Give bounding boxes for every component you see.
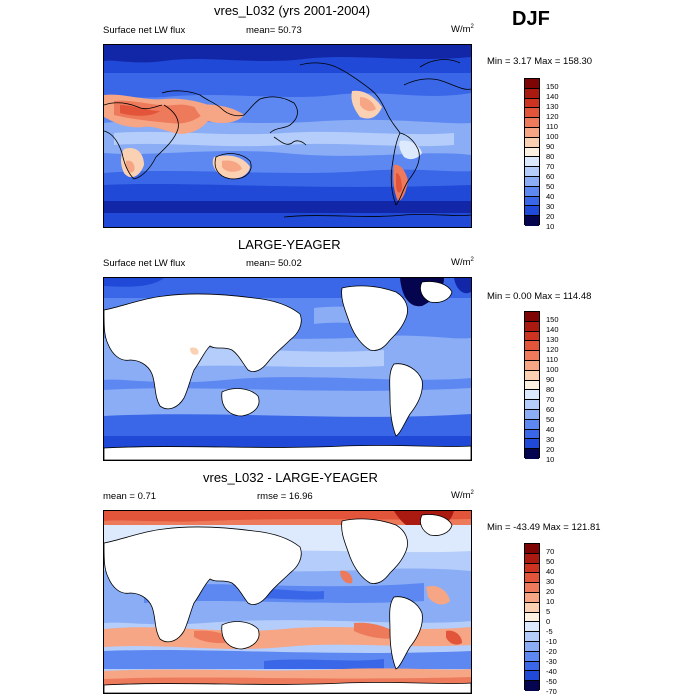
panel-1-field-label: Surface net LW flux <box>103 25 186 36</box>
panel-2-colorbar-label-last: 10 <box>546 455 555 464</box>
panel-1-mean: mean= 50.73 <box>246 25 302 36</box>
panel-3-mean: mean = 0.71 <box>103 491 157 502</box>
panel-2-field-label: Surface net LW flux <box>103 258 186 269</box>
panel-2-field <box>104 278 471 460</box>
panel-3-rmse: rmse = 16.96 <box>257 491 313 502</box>
panel-3-colorbar-labels: 70 50 40 30 20 10 5 0 -5 -10 -20 -30 -40 -50 <box>546 547 557 686</box>
panel-3-colorbar <box>524 543 540 691</box>
panel-1-units: W/m2 <box>451 24 474 36</box>
panel-3-title: vres_L032 - LARGE-YEAGER <box>203 470 378 485</box>
panel-3-map <box>103 510 472 694</box>
panel-2-title: LARGE-YEAGER <box>238 237 341 252</box>
panel-1-colorbar-label-last: 10 <box>546 222 555 231</box>
panel-2-map <box>103 277 472 461</box>
panel-1-field <box>104 45 471 227</box>
panel-3-minmax: Min = -43.49 Max = 121.81 <box>487 522 601 533</box>
panel-3-colorbar-label-last: -70 <box>546 687 557 696</box>
panel-2-colorbar-labels: 150 140 130 120 110 100 90 80 70 60 50 40 30 20 <box>546 315 559 454</box>
panel-1-colorbar-labels: 150 140 130 120 110 100 90 80 70 60 50 40 30 20 <box>546 82 559 221</box>
season-label: DJF <box>512 8 550 30</box>
panel-1-title: vres_L032 (yrs 2001-2004) <box>214 3 371 18</box>
panel-2-units: W/m2 <box>451 257 474 269</box>
panel-2-mean: mean= 50.02 <box>246 258 302 269</box>
panel-2-minmax: Min = 0.00 Max = 114.48 <box>487 291 592 302</box>
panel-3-units: W/m2 <box>451 490 474 502</box>
panel-1-minmax: Min = 3.17 Max = 158.30 <box>487 56 593 67</box>
panel-1-map <box>103 44 472 228</box>
panel-3-field <box>104 511 471 693</box>
panel-1-colorbar <box>524 78 540 226</box>
panel-2-colorbar <box>524 311 540 459</box>
